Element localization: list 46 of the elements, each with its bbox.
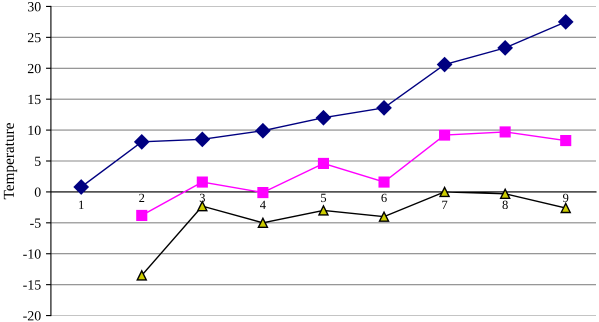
y-tick-label: 25 [28,32,41,42]
x-tick-label: 3 [200,194,205,202]
x-tick-label: 1 [79,200,84,209]
point [560,135,572,146]
x-tick-label: 7 [442,200,448,209]
point [318,205,329,216]
y-tick-label: 0 [34,187,41,197]
x-tick-label: 5 [321,194,326,202]
point [316,110,332,126]
x-tick-label: 9 [563,194,568,202]
point [197,200,208,212]
point [378,211,390,222]
point [376,100,392,116]
y-tick-label: 20 [28,64,41,74]
y-tick-label: -5 [30,218,41,228]
point [318,158,330,170]
y-tick-label: -10 [23,249,41,259]
point [255,123,270,138]
point [74,179,89,195]
point [500,188,510,199]
x-tick-label: 2 [139,194,144,202]
point [257,186,268,198]
point [498,40,513,56]
y-tick-label: 10 [28,126,41,136]
y-tick-label: 30 [28,2,41,12]
x-tick-label: 4 [260,200,266,209]
y-tick-label: -20 [23,311,41,321]
point [378,176,390,188]
y-axis-title: Temperature [4,123,18,200]
point [437,56,452,72]
x-tick-label: 8 [502,200,508,210]
point [196,176,208,188]
point [558,14,574,30]
point [500,126,511,138]
x-tick-label: 6 [381,194,387,202]
point [439,186,450,198]
point [134,134,150,150]
point [439,129,450,141]
point [194,132,210,147]
point [136,270,147,281]
y-tick-label: 5 [35,156,41,166]
y-tick-label: -15 [23,280,41,290]
point [258,218,268,228]
point [136,210,148,221]
point [560,202,571,214]
y-tick-label: 15 [28,94,41,104]
